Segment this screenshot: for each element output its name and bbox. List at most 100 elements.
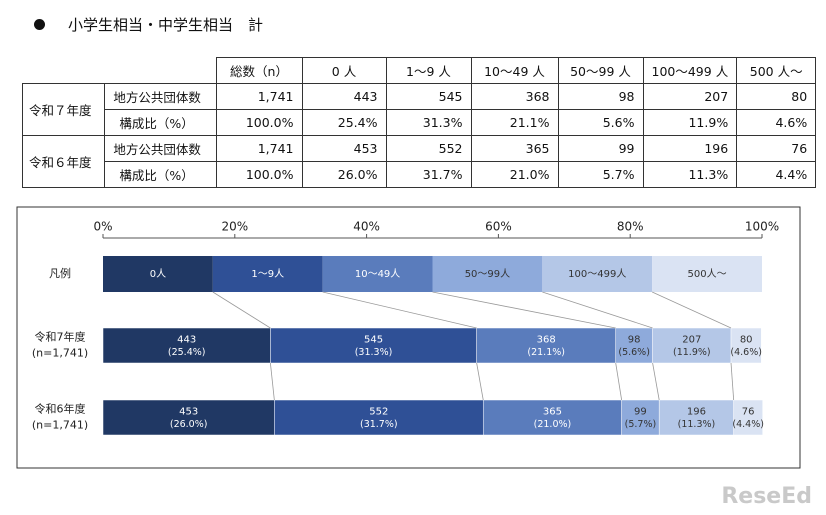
legend-entry: 500人～ [688,268,727,280]
value-cell: 552 [385,135,472,162]
legend-swatch [212,256,323,292]
bar-segment [482,399,622,436]
title-bullet [34,19,45,30]
legend-entry: 1～9人 [251,268,284,280]
legend-entry: 10～49人 [355,268,400,280]
legend-entry: 0人 [150,268,166,280]
segment-count: 443 [177,335,196,346]
connector-line [476,362,484,401]
x-tick-label: 100% [745,220,779,234]
segment-count: 545 [364,335,383,346]
x-tick-label: 20% [221,220,248,234]
data-table: 総数（n） 0 人 1～9 人 10～49 人 50～99 人 100～499 人 500 … [21,57,817,188]
chart-frame [16,206,801,469]
connector-line [322,291,477,329]
x-tick-label: 40% [353,220,380,234]
year-cell: 令和７年度 [21,83,106,136]
segment-count: 80 [740,335,753,346]
value-cell: 368 [470,83,559,110]
legend-entry: 50～99人 [465,268,510,280]
legend-swatch [542,256,653,292]
watermark: ReseEd [721,484,812,509]
segment-label: (5.7%) [625,419,657,430]
bar-segment [102,399,275,436]
legend-label: 凡例 [49,266,71,280]
segment-count: 99 [634,407,647,418]
category-note: (n=1,741) [32,419,88,432]
bar-segment [658,399,734,436]
value-cell: 207 [642,83,738,110]
x-tick-label: 0% [93,220,112,234]
legend-swatch [432,256,543,292]
value-cell: 25.4% [301,109,387,136]
segment-count: 196 [687,407,706,418]
value-cell: 443 [301,83,387,110]
row-label: 地方公共団体数 [104,135,216,162]
bar-segment [733,399,763,436]
value-cell: 100.0% [215,109,303,136]
bar-segment [270,327,477,364]
bar-segment [102,327,271,364]
segment-count: 98 [628,335,641,346]
connector-line [652,291,732,329]
value-cell: 4.4% [736,161,817,188]
legend-entry: 100～499人 [568,268,626,280]
row-label: 地方公共団体数 [104,83,216,110]
segment-label: (11.3%) [678,419,716,430]
category-label: 令和7年度 [35,330,86,344]
value-cell: 453 [301,135,387,162]
header-cell: 100～499 人 [642,57,738,84]
connector-line [432,291,616,329]
row-label: 構成比（%） [104,161,216,188]
connector-line [542,291,653,329]
bar-segment [730,327,762,364]
value-cell: 365 [470,135,559,162]
category-note: (n=1,741) [32,347,88,360]
bar-segment [652,327,732,364]
title: 小学生相当・中学生相当 計 [68,16,264,34]
segment-count: 368 [537,335,556,346]
segment-label: (5.6%) [618,347,650,358]
x-tick-label: 60% [485,220,512,234]
segment-label: (31.7%) [360,419,398,430]
connector-line [269,362,275,401]
header-cell: 総数（n） [215,57,303,84]
value-cell: 11.3% [642,161,738,188]
segment-label: (4.4%) [732,419,764,430]
segment-label: (31.3%) [355,347,393,358]
bar-segment [615,327,653,364]
table-row: 構成比（%） 100.0% 26.0% 31.7% 21.0% 5.7% 11.3% 4.4% [23,161,817,188]
row-label: 構成比（%） [104,109,216,136]
segment-count: 207 [682,335,701,346]
category-label: 令和6年度 [35,402,86,416]
segment-label: (4.6%) [730,347,762,358]
segment-count: 552 [369,407,388,418]
connector-line [730,362,735,401]
header-cell: 1～9 人 [385,57,472,84]
connector-line [652,362,660,401]
segment-label: (21.1%) [527,347,565,358]
segment-label: (11.9%) [673,347,711,358]
year-cell: 令和６年度 [21,135,106,188]
header-cell: 500 人～ [736,57,817,84]
value-cell: 21.0% [470,161,559,188]
segment-label: (25.4%) [168,347,206,358]
segment-count: 365 [543,407,562,418]
legend-swatch [103,256,213,292]
connector-line [212,291,271,329]
value-cell: 100.0% [215,161,303,188]
value-cell: 4.6% [736,109,817,136]
x-tick-label: 80% [617,220,644,234]
value-cell: 5.7% [557,161,644,188]
value-cell: 31.7% [385,161,472,188]
bar-segment [621,399,660,436]
segment-count: 76 [742,407,755,418]
legend-swatch [322,256,433,292]
segment-label: (26.0%) [170,419,208,430]
segment-count: 453 [179,407,198,418]
segment-label: (21.0%) [534,419,572,430]
legend-swatch [652,256,762,292]
connector-line [615,362,623,401]
